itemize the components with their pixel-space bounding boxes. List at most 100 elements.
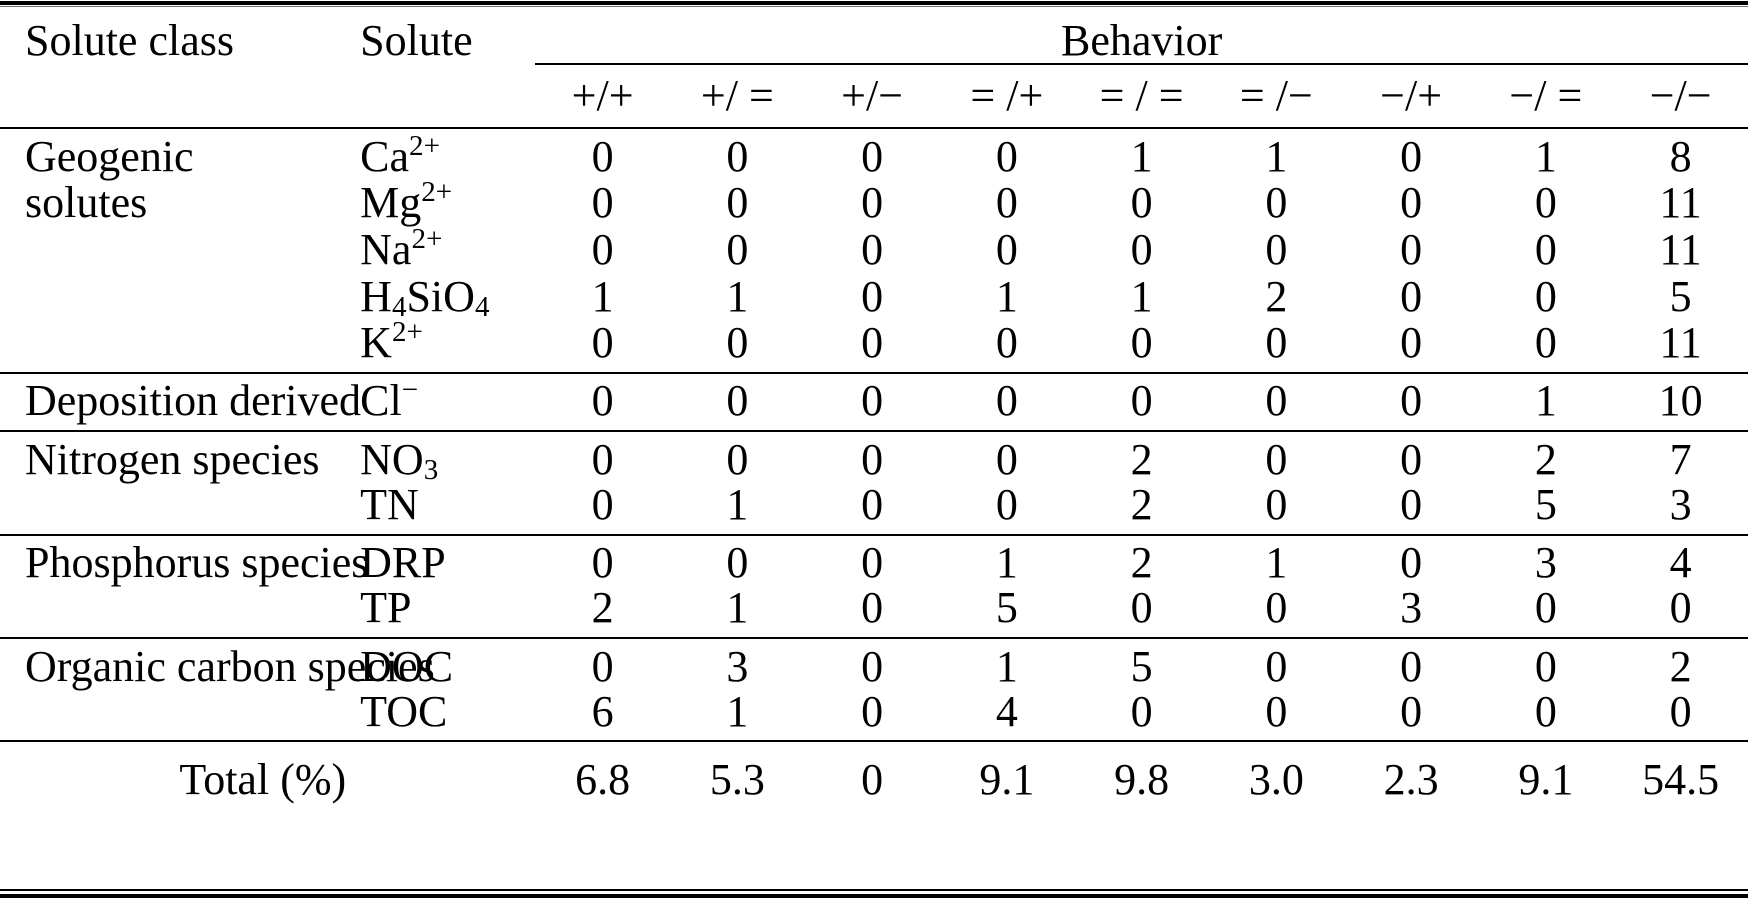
formula-text: TN [360,479,419,529]
formula-text: SiO [406,271,475,321]
behavior-count: 2 [1613,636,1748,690]
behavior-count: 11 [1659,318,1702,368]
empty-header-cell [0,64,361,129]
total-percentage: 9.1 [1478,740,1614,891]
behavior-count: 0 [1400,224,1423,274]
formula-text: NO [360,434,424,484]
behavior-count: 0 [995,224,1018,274]
behavior-count: 0 [726,318,749,368]
solute-class-label [0,226,360,273]
behavior-count: 1 [726,479,749,529]
solute-behavior-table: Solute class Solute Behavior +/+ +/ = +/… [0,7,1748,891]
behavior-col-header: = /− [1208,64,1344,129]
header-solute: Solute [360,16,473,65]
behavior-count: 0 [939,371,1075,432]
behavior-count: 0 [1534,318,1557,368]
behavior-count: 0 [1343,533,1479,586]
behavior-count: 0 [1343,371,1479,432]
total-percentage: 3.0 [1208,740,1344,891]
behavior-count: 0 [1265,224,1288,274]
behavior-count: 0 [804,430,940,483]
behavior-count: 0 [861,686,884,736]
table-body: Geogenic Ca2+ 0 0 0 0 1 1 0 1 8 solutes Mg2+ 0 0 0 0 0 0 0 0… [0,126,1748,891]
behavior-count: 5 [1074,636,1209,690]
behavior-col-header: +/ = [669,64,805,129]
table-row: Deposition derived Cl− 0 0 0 0 0 0 0 1 10 [0,371,1748,432]
behavior-count: 1 [726,583,749,633]
behavior-count: 4 [995,686,1018,736]
behavior-count: 0 [1265,479,1288,529]
behavior-count: 0 [535,533,670,586]
behavior-count: 4 [1613,533,1748,586]
table-top-rule-hairline [0,6,1748,7]
header-row-behavior-signs: +/+ +/ = +/− = /+ = / = = /− −/+ −/ = −/… [0,64,1748,129]
formula-text: TP [360,583,412,633]
behavior-count: 0 [939,430,1075,483]
formula-superscript: 2+ [391,316,423,349]
behavior-count: 0 [1669,583,1692,633]
solute-class-label [0,273,360,320]
solute-class-label: Geogenic [0,126,361,180]
solute-class-label [0,689,360,741]
behavior-count: 2 [1478,430,1614,483]
formula-text: DOC [360,641,454,691]
total-percentage: 2.3 [1343,740,1479,891]
behavior-count: 0 [1400,271,1423,321]
behavior-count: 3 [669,636,805,690]
behavior-count: 0 [861,318,884,368]
behavior-count: 2 [1074,430,1209,483]
behavior-count: 0 [1343,636,1479,690]
behavior-count: 0 [1208,430,1344,483]
behavior-count: 1 [1130,271,1153,321]
solute-formula: TOC [360,689,535,741]
behavior-count: 0 [995,479,1018,529]
behavior-col-header: −/ = [1478,64,1614,129]
solute-formula: DOC [360,636,536,691]
total-percentage: 6.8 [535,740,670,891]
table-row: Organic carbon species DOC 0 3 0 1 5 0 0 0 2 [0,636,1748,691]
behavior-count: 0 [1534,271,1557,321]
total-percentage: 0 [804,740,940,891]
behavior-count: 1 [939,636,1075,690]
behavior-count: 0 [1130,177,1153,227]
behavior-count: 0 [861,224,884,274]
total-percentage: 9.8 [1074,740,1209,891]
behavior-count: 0 [1130,583,1153,633]
behavior-count: 11 [1659,224,1702,274]
behavior-count: 1 [1478,126,1614,180]
behavior-count: 1 [591,271,614,321]
solute-formula: Cl− [360,371,536,432]
total-percentage: 54.5 [1613,740,1748,891]
behavior-count: 2 [1074,533,1209,586]
total-row: Total (%) 6.8 5.3 0 9.1 9.8 3.0 2.3 9.1 54.5 [0,740,1748,891]
behavior-count: 0 [1208,371,1344,432]
behavior-count: 0 [535,636,670,690]
solute-class-label: Phosphorus species [0,533,368,586]
behavior-count: 0 [804,126,940,180]
table-row: TOC 6 1 0 4 0 0 0 0 0 [0,689,1748,741]
behavior-count: 1 [939,533,1075,586]
behavior-count: 0 [1343,126,1479,180]
behavior-col-header: −/− [1613,64,1748,129]
behavior-count: 0 [1669,686,1692,736]
solute-formula: TP [360,586,535,638]
behavior-count: 0 [591,177,614,227]
behavior-count: 0 [1343,430,1479,483]
solute-formula: Mg2+ [360,177,535,226]
behavior-count: 0 [861,583,884,633]
behavior-col-header: −/+ [1343,64,1479,129]
behavior-count: 6 [591,686,614,736]
formula-superscript: 2+ [409,129,440,162]
solute-formula: NO3 [360,430,536,484]
behavior-count: 3 [1478,533,1614,586]
behavior-count: 0 [939,126,1075,180]
formula-suberscript: 3 [423,453,439,486]
solute-class-label [0,482,360,534]
behavior-count: 0 [591,224,614,274]
formula-text: Cl [360,376,402,426]
formula-text: K [360,318,392,368]
behavior-count: 1 [726,686,749,736]
formula-suberscript: 4 [474,291,490,324]
formula-text: Ca [360,131,410,181]
behavior-count: 10 [1613,371,1748,432]
